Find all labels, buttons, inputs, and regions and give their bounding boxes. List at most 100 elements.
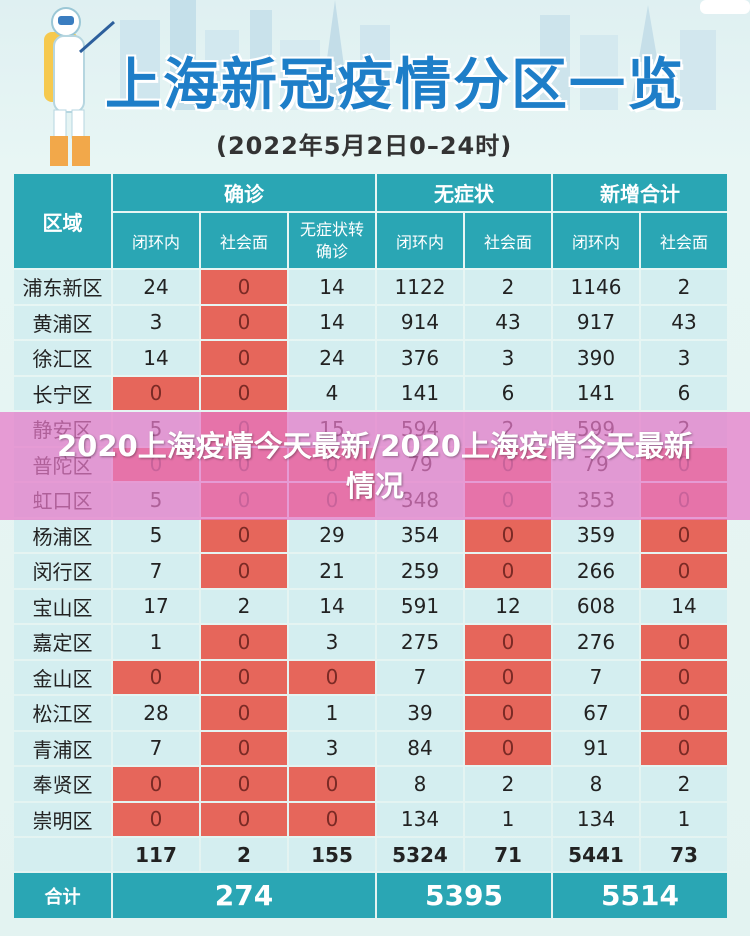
cell-a-comm: 1 bbox=[465, 802, 551, 836]
cell-a-comm: 0 bbox=[465, 554, 551, 588]
cell-c-closed: 28 bbox=[113, 696, 199, 730]
cell-c-closed: 0 bbox=[113, 802, 199, 836]
district-name: 青浦区 bbox=[14, 731, 111, 765]
header-asymptomatic: 无症状 bbox=[377, 174, 551, 211]
cell-n-closed: 134 bbox=[553, 802, 639, 836]
sum-new-closed: 5441 bbox=[553, 838, 639, 871]
cell-n-closed: 359 bbox=[553, 518, 639, 552]
cell-c-comm: 0 bbox=[201, 305, 287, 339]
cell-n-closed: 91 bbox=[553, 731, 639, 765]
cell-c-closed: 7 bbox=[113, 731, 199, 765]
cell-n-comm: 43 bbox=[641, 305, 727, 339]
page-subtitle: (2022年5月2日0–24时) bbox=[216, 132, 513, 160]
cell-a-closed: 591 bbox=[377, 589, 463, 623]
subheader-asym-community: 社会面 bbox=[465, 213, 551, 268]
total-label: 合计 bbox=[14, 873, 111, 918]
subheader-new-community: 社会面 bbox=[641, 213, 727, 268]
cell-a-closed: 354 bbox=[377, 518, 463, 552]
page-title: 上海新冠疫情分区一览 bbox=[105, 53, 685, 118]
cell-n-comm: 0 bbox=[641, 696, 727, 730]
cell-a-comm: 2 bbox=[465, 767, 551, 801]
cell-n-comm: 6 bbox=[641, 376, 727, 410]
cell-c-comm: 0 bbox=[201, 625, 287, 659]
cell-c-comm: 0 bbox=[201, 518, 287, 552]
cell-c-conv: 0 bbox=[289, 660, 375, 694]
cell-n-closed: 608 bbox=[553, 589, 639, 623]
cell-c-comm: 0 bbox=[201, 767, 287, 801]
cell-c-conv: 3 bbox=[289, 731, 375, 765]
sum-new-community: 73 bbox=[641, 838, 727, 871]
district-table: 区域 确诊 无症状 新增合计 闭环内 社会面 无症状转确诊 闭环内 社会面 闭环… bbox=[12, 172, 729, 920]
cell-n-closed: 276 bbox=[553, 625, 639, 659]
cell-a-closed: 376 bbox=[377, 341, 463, 375]
cell-c-comm: 0 bbox=[201, 731, 287, 765]
cell-a-comm: 2 bbox=[465, 270, 551, 304]
cell-c-conv: 14 bbox=[289, 589, 375, 623]
cell-c-comm: 2 bbox=[201, 589, 287, 623]
cell-a-closed: 84 bbox=[377, 731, 463, 765]
cell-n-comm: 1 bbox=[641, 802, 727, 836]
cell-c-closed: 3 bbox=[113, 305, 199, 339]
subheader-confirmed-community: 社会面 bbox=[201, 213, 287, 268]
cell-a-closed: 134 bbox=[377, 802, 463, 836]
table-row: 嘉定区 1 0 3 275 0 276 0 bbox=[14, 625, 727, 659]
cell-c-conv: 21 bbox=[289, 554, 375, 588]
cell-c-closed: 17 bbox=[113, 589, 199, 623]
cell-c-closed: 7 bbox=[113, 554, 199, 588]
table-row: 杨浦区 5 0 29 354 0 359 0 bbox=[14, 518, 727, 552]
sum-asym-closed: 5324 bbox=[377, 838, 463, 871]
district-name: 黄浦区 bbox=[14, 305, 111, 339]
header-confirmed: 确诊 bbox=[113, 174, 375, 211]
total-asymptomatic: 5395 bbox=[377, 873, 551, 918]
header-area: 区域 bbox=[14, 174, 111, 268]
district-name: 金山区 bbox=[14, 660, 111, 694]
district-name: 松江区 bbox=[14, 696, 111, 730]
cell-c-conv: 14 bbox=[289, 270, 375, 304]
cell-c-conv: 3 bbox=[289, 625, 375, 659]
cell-n-comm: 2 bbox=[641, 767, 727, 801]
cell-c-conv: 0 bbox=[289, 802, 375, 836]
cell-a-closed: 141 bbox=[377, 376, 463, 410]
table-row: 奉贤区 0 0 0 8 2 8 2 bbox=[14, 767, 727, 801]
cell-c-conv: 0 bbox=[289, 767, 375, 801]
table-row: 浦东新区 24 0 14 1122 2 1146 2 bbox=[14, 270, 727, 304]
header-new-total: 新增合计 bbox=[553, 174, 727, 211]
cell-a-comm: 6 bbox=[465, 376, 551, 410]
total-row: 合计 274 5395 5514 bbox=[14, 873, 727, 918]
district-name: 长宁区 bbox=[14, 376, 111, 410]
district-name: 闵行区 bbox=[14, 554, 111, 588]
cell-a-comm: 12 bbox=[465, 589, 551, 623]
cell-n-comm: 0 bbox=[641, 554, 727, 588]
district-name: 宝山区 bbox=[14, 589, 111, 623]
table-row: 黄浦区 3 0 14 914 43 917 43 bbox=[14, 305, 727, 339]
cell-a-comm: 43 bbox=[465, 305, 551, 339]
cell-a-comm: 0 bbox=[465, 518, 551, 552]
table-body: 浦东新区 24 0 14 1122 2 1146 2 黄浦区 3 0 14 914 43 917 43 徐汇区 1… bbox=[14, 270, 727, 836]
cell-a-comm: 0 bbox=[465, 731, 551, 765]
cell-a-closed: 275 bbox=[377, 625, 463, 659]
district-name: 奉贤区 bbox=[14, 767, 111, 801]
cell-n-closed: 8 bbox=[553, 767, 639, 801]
cell-n-closed: 141 bbox=[553, 376, 639, 410]
district-name: 嘉定区 bbox=[14, 625, 111, 659]
subheader-asym-closed: 闭环内 bbox=[377, 213, 463, 268]
cell-c-comm: 0 bbox=[201, 802, 287, 836]
cell-c-closed: 0 bbox=[113, 767, 199, 801]
cell-n-closed: 266 bbox=[553, 554, 639, 588]
cell-n-closed: 390 bbox=[553, 341, 639, 375]
sum-confirmed-community: 2 bbox=[201, 838, 287, 871]
cell-c-closed: 14 bbox=[113, 341, 199, 375]
cell-c-conv: 24 bbox=[289, 341, 375, 375]
table-row: 长宁区 0 0 4 141 6 141 6 bbox=[14, 376, 727, 410]
cell-c-conv: 14 bbox=[289, 305, 375, 339]
total-new: 5514 bbox=[553, 873, 727, 918]
cell-a-closed: 259 bbox=[377, 554, 463, 588]
medical-worker-illustration bbox=[44, 7, 115, 166]
city-skyline-illustration bbox=[120, 0, 750, 110]
sum-row: 117 2 155 5324 71 5441 73 bbox=[14, 838, 727, 871]
district-name: 徐汇区 bbox=[14, 341, 111, 375]
cell-c-comm: 0 bbox=[201, 660, 287, 694]
table-row: 松江区 28 0 1 39 0 67 0 bbox=[14, 696, 727, 730]
sum-confirmed-closed: 117 bbox=[113, 838, 199, 871]
subheader-new-closed: 闭环内 bbox=[553, 213, 639, 268]
